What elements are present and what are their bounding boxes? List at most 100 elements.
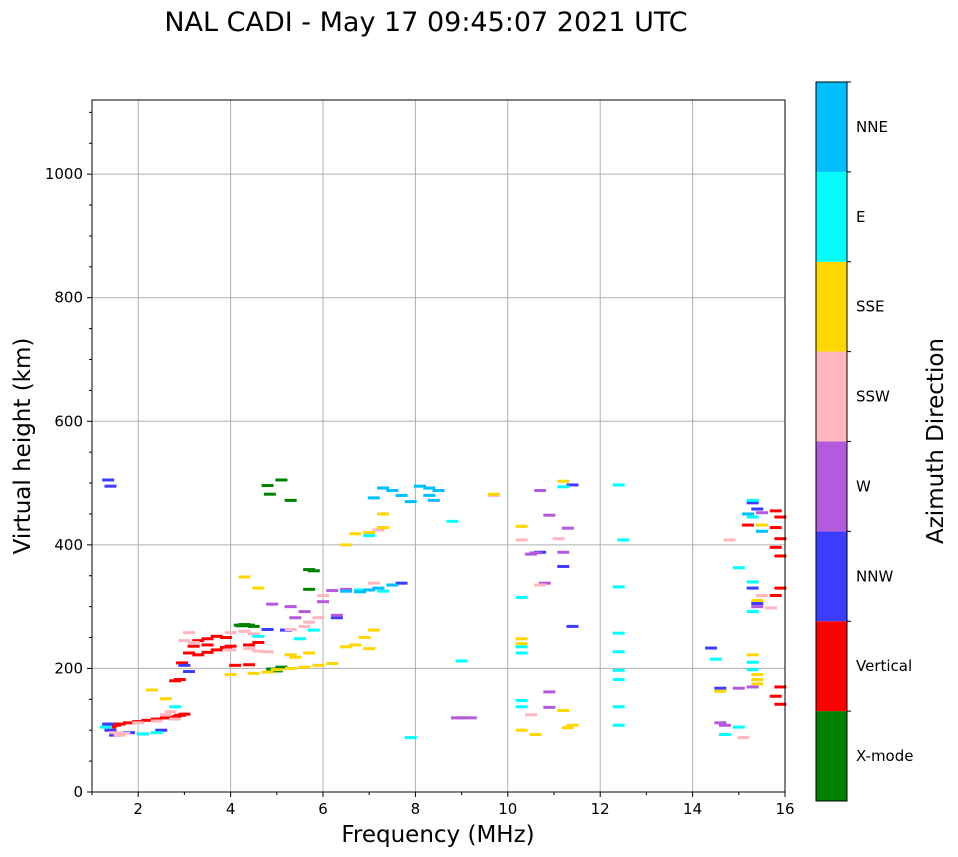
data-point	[543, 513, 556, 517]
series-e	[99, 483, 759, 740]
data-point	[529, 733, 542, 737]
data-point	[446, 519, 459, 523]
data-point	[183, 631, 196, 635]
data-point	[746, 685, 759, 689]
data-point	[617, 538, 630, 542]
colorbar-segment	[816, 261, 847, 352]
colorbar-tick-label: SSW	[856, 388, 890, 406]
data-point	[266, 602, 279, 606]
data-point	[178, 663, 191, 667]
data-point	[104, 484, 117, 488]
data-point	[150, 719, 163, 723]
data-point	[566, 483, 579, 487]
data-point	[746, 580, 759, 584]
y-tick-label: 0	[73, 783, 83, 801]
data-point	[187, 644, 200, 648]
y-tick-label: 1000	[45, 165, 83, 183]
data-point	[284, 666, 297, 670]
x-tick-label: 10	[498, 800, 517, 818]
data-point	[176, 661, 189, 665]
data-point	[395, 493, 408, 497]
data-point	[224, 673, 237, 677]
data-point	[423, 493, 436, 497]
data-point	[746, 660, 759, 664]
data-point	[769, 694, 782, 698]
data-point	[742, 512, 755, 516]
data-point	[178, 712, 191, 716]
y-axis-label: Virtual height (km)	[10, 338, 36, 555]
data-point	[395, 581, 408, 585]
x-tick-label: 6	[318, 800, 328, 818]
data-point	[377, 512, 390, 516]
data-point	[612, 631, 625, 635]
data-point	[229, 663, 242, 667]
data-point	[774, 702, 787, 706]
grid-lines	[92, 100, 785, 792]
colorbar-segment	[816, 441, 847, 532]
data-point	[243, 647, 256, 651]
data-point	[404, 736, 417, 740]
data-point	[363, 534, 376, 538]
data-point	[353, 588, 366, 592]
data-point	[612, 585, 625, 589]
colorbar-segment	[816, 621, 847, 712]
data-point	[363, 588, 376, 592]
colorbar-tick-label: E	[856, 208, 865, 226]
data-point	[769, 594, 782, 598]
data-point	[612, 668, 625, 672]
y-tick-label: 800	[54, 289, 83, 307]
data-point	[150, 731, 163, 735]
data-point	[353, 590, 366, 594]
data-point	[155, 728, 168, 732]
data-point	[714, 686, 727, 690]
data-point	[372, 528, 385, 532]
data-point	[210, 648, 223, 652]
y-tick-label: 400	[54, 536, 83, 554]
data-point	[386, 488, 399, 492]
chart-title: NAL CADI - May 17 09:45:07 2021 UTC	[164, 7, 687, 38]
data-point	[414, 484, 427, 488]
data-point	[746, 586, 759, 590]
data-point	[487, 492, 500, 496]
data-point	[455, 659, 468, 663]
data-point	[99, 725, 112, 729]
colorbar-tick-label: X-mode	[856, 747, 913, 765]
data-point	[192, 653, 205, 657]
data-point	[769, 526, 782, 530]
data-point	[746, 653, 759, 657]
data-point	[261, 484, 274, 488]
data-point	[284, 628, 297, 632]
data-point	[515, 699, 528, 703]
data-point	[141, 718, 154, 722]
data-point	[252, 640, 265, 644]
data-point	[709, 657, 722, 661]
data-point	[732, 566, 745, 570]
data-point	[284, 498, 297, 502]
data-point	[113, 722, 126, 726]
x-axis-ticks: 2 4 6 8 10 12 14 16	[91, 792, 795, 818]
data-point	[363, 531, 376, 534]
data-point	[561, 526, 574, 530]
colorbar-label: Azimuth Direction	[923, 338, 949, 544]
data-point	[340, 589, 353, 593]
data-point	[307, 628, 320, 632]
data-point	[104, 728, 117, 732]
data-point	[612, 723, 625, 727]
data-point	[557, 708, 570, 712]
data-point	[183, 651, 196, 655]
data-point	[774, 537, 787, 541]
x-tick-label: 8	[411, 800, 421, 818]
data-point	[515, 642, 528, 646]
data-point	[263, 492, 276, 496]
data-point	[187, 640, 200, 644]
data-point	[312, 616, 325, 620]
data-point	[751, 673, 764, 677]
x-tick-label: 4	[226, 800, 236, 818]
y-tick-label: 200	[54, 659, 83, 677]
data-point	[427, 498, 440, 502]
data-point	[765, 606, 778, 610]
data-point	[538, 581, 551, 585]
data-point	[534, 488, 547, 492]
data-point	[534, 583, 547, 587]
data-point	[769, 545, 782, 549]
